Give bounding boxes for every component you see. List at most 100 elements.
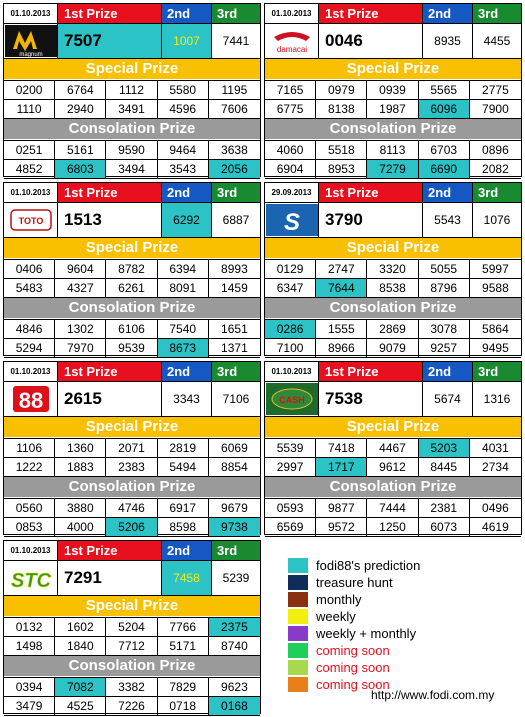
svg-text:STC: STC bbox=[11, 570, 52, 592]
special-prize-number: 1883 bbox=[55, 458, 107, 477]
first-prize-label: 1st Prize bbox=[58, 362, 162, 381]
consolation-prize-number: 3638 bbox=[208, 141, 260, 160]
special-prize-number: 7165 bbox=[265, 81, 317, 100]
consolation-prize-number: 9495 bbox=[469, 339, 521, 358]
special-prize-grid: 7165 0979 0939 5565 2775 6775 8138 1987 6096 7900 bbox=[265, 80, 521, 119]
special-prize-number: 2775 bbox=[469, 81, 521, 100]
legend-label: coming soon bbox=[316, 660, 390, 675]
panel-stc: 01.10.2013 1st Prize 2nd 3rd STC 7291 7458 5239… bbox=[3, 540, 261, 716]
special-prize-number: 5203 bbox=[418, 439, 470, 458]
legend-label: monthly bbox=[316, 592, 362, 607]
legend-swatch bbox=[288, 660, 308, 675]
consolation-prize-number: 9623 bbox=[208, 678, 260, 697]
consolation-prize-number: 7444 bbox=[367, 499, 419, 518]
consolation-prize-number: 4525 bbox=[55, 697, 107, 716]
consolation-prize-number: 6904 bbox=[265, 160, 317, 179]
draw-date: 01.10.2013 bbox=[4, 541, 58, 560]
special-prize-number: 4031 bbox=[469, 439, 521, 458]
consolation-prize-number: 5206 bbox=[106, 518, 158, 537]
legend-label: treasure hunt bbox=[316, 575, 393, 590]
special-prize-number: 8091 bbox=[157, 279, 209, 298]
special-prize-number: 5494 bbox=[157, 458, 209, 477]
special-prize-number: 2383 bbox=[106, 458, 158, 477]
consolation-prize-number: 7226 bbox=[106, 697, 158, 716]
stc-logo: STC bbox=[4, 562, 57, 594]
svg-text:S: S bbox=[283, 209, 299, 236]
special-prize-number: 7418 bbox=[316, 439, 368, 458]
first-prize-number: 0046 bbox=[319, 24, 423, 58]
legend-label: fodi88's prediction bbox=[316, 558, 421, 573]
special-prize-number: 5539 bbox=[265, 439, 317, 458]
legend-item: fodi88's prediction bbox=[288, 557, 518, 574]
second-prize-label: 2nd bbox=[423, 4, 473, 23]
consolation-prize-number: 8966 bbox=[316, 339, 368, 358]
panel-header: 01.10.2013 1st Prize 2nd 3rd bbox=[4, 362, 260, 381]
special-prize-number: 1195 bbox=[208, 81, 260, 100]
second-prize-label: 2nd bbox=[162, 4, 212, 23]
panel-sabah: 29.09.2013 1st Prize 2nd 3rd S 3790 5543 1076 Sp… bbox=[264, 182, 522, 358]
consolation-prize-number: 5161 bbox=[55, 141, 107, 160]
special-prize-number: 1987 bbox=[367, 100, 419, 119]
consolation-prize-number: 6803 bbox=[55, 160, 107, 179]
third-prize-number: 1076 bbox=[483, 213, 511, 227]
consolation-prize-number: 9539 bbox=[106, 339, 158, 358]
legend-item: weekly bbox=[288, 608, 518, 625]
consolation-prize-number: 0593 bbox=[265, 499, 317, 518]
consolation-prize-number: 9877 bbox=[316, 499, 368, 518]
operator-logo: S bbox=[265, 203, 319, 237]
special-prize-number: 2747 bbox=[316, 260, 368, 279]
special-prize-number: 6261 bbox=[106, 279, 158, 298]
consolation-prize-number: 0394 bbox=[4, 678, 56, 697]
second-prize-label: 2nd bbox=[162, 362, 212, 381]
draw-date: 01.10.2013 bbox=[265, 362, 319, 381]
special-prize-grid: 0132 1602 5204 7766 2375 1498 1840 7712 5171 8740 bbox=[4, 617, 260, 656]
draw-date: 01.10.2013 bbox=[265, 4, 319, 23]
special-prize-number: 6347 bbox=[265, 279, 317, 298]
third-prize-label: 3rd bbox=[212, 183, 260, 202]
svg-text:CASH: CASH bbox=[279, 395, 305, 405]
special-prize-number: 5483 bbox=[4, 279, 56, 298]
special-prize-number: 6764 bbox=[55, 81, 107, 100]
consolation-prize-number: 9738 bbox=[208, 518, 260, 537]
special-prize-number: 2071 bbox=[106, 439, 158, 458]
special-prize-number: 2940 bbox=[55, 100, 107, 119]
top-prizes-row: damacai 0046 8935 4455 bbox=[265, 23, 521, 59]
consolation-prize-number: 9590 bbox=[106, 141, 158, 160]
consolation-prize-grid: 0251 5161 9590 9464 3638 4852 6803 3494 3543 2056 bbox=[4, 140, 260, 179]
consolation-prize-number: 1555 bbox=[316, 320, 368, 339]
special-prize-number: 7606 bbox=[208, 100, 260, 119]
consolation-prize-heading: Consolation Prize bbox=[265, 119, 521, 139]
consolation-prize-number: 4619 bbox=[469, 518, 521, 537]
consolation-prize-number: 0718 bbox=[157, 697, 209, 716]
magnum-logo: magnum bbox=[4, 25, 57, 57]
consolation-prize-number: 1302 bbox=[55, 320, 107, 339]
consolation-prize-grid: 4846 1302 6106 7540 1651 5294 7970 9539 8673 1371 bbox=[4, 319, 260, 358]
legend-swatch bbox=[288, 609, 308, 624]
legend-item: coming soon bbox=[288, 659, 518, 676]
third-prize-number: 6887 bbox=[222, 213, 250, 227]
legend-swatch bbox=[288, 626, 308, 641]
operator-logo: TOTO bbox=[4, 203, 58, 237]
consolation-prize-number: 7970 bbox=[55, 339, 107, 358]
legend-swatch bbox=[288, 677, 308, 692]
third-prize-label: 3rd bbox=[473, 362, 521, 381]
consolation-prize-number: 4846 bbox=[4, 320, 56, 339]
site-url[interactable]: http://www.fodi.com.my bbox=[371, 688, 495, 702]
special-prize-number: 1110 bbox=[4, 100, 56, 119]
special-prize-number: 0200 bbox=[4, 81, 56, 100]
consolation-prize-number: 7829 bbox=[157, 678, 209, 697]
consolation-prize-number: 9464 bbox=[157, 141, 209, 160]
consolation-prize-number: 6690 bbox=[418, 160, 470, 179]
consolation-prize-number: 3382 bbox=[106, 678, 158, 697]
special-prize-heading: Special Prize bbox=[4, 238, 260, 258]
operator-logo: damacai bbox=[265, 24, 319, 58]
legend-label: weekly bbox=[316, 609, 356, 624]
second-prize-label: 2nd bbox=[423, 362, 473, 381]
special-prize-number: 1360 bbox=[55, 439, 107, 458]
draw-date: 29.09.2013 bbox=[265, 183, 319, 202]
special-prize-number: 2819 bbox=[157, 439, 209, 458]
third-prize-label: 3rd bbox=[212, 541, 260, 560]
special-prize-number: 8445 bbox=[418, 458, 470, 477]
legend-item: monthly bbox=[288, 591, 518, 608]
consolation-prize-number: 4852 bbox=[4, 160, 56, 179]
